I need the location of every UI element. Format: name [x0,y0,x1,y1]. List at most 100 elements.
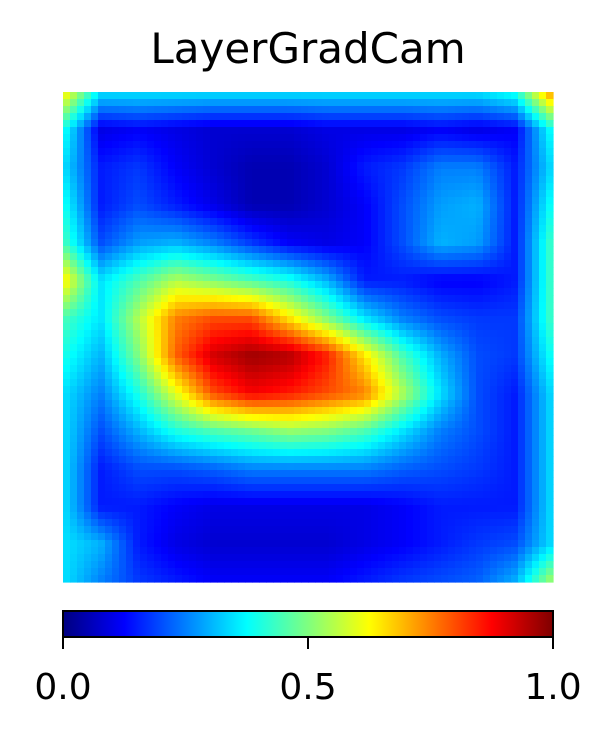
heatmap-cell [364,148,372,156]
heatmap-cell [224,330,232,338]
heatmap-cell [224,288,232,296]
heatmap-cell [98,498,106,506]
heatmap-cell [119,162,127,170]
heatmap-cell [441,365,449,373]
heatmap-cell [147,288,155,296]
heatmap-cell [546,386,554,394]
heatmap-cell [126,491,134,499]
heatmap-cell [420,337,428,345]
heatmap-cell [154,526,162,534]
heatmap-cell [196,197,204,205]
heatmap-cell [350,183,358,191]
heatmap-cell [371,540,379,548]
heatmap-cell [189,127,197,135]
heatmap-cell [343,225,351,233]
heatmap-cell [315,141,323,149]
heatmap-cell [336,498,344,506]
heatmap-cell [294,547,302,555]
heatmap-cell [434,148,442,156]
heatmap-cell [105,533,113,541]
heatmap-cell [371,155,379,163]
heatmap-cell [322,463,330,471]
heatmap-cell [343,533,351,541]
heatmap-cell [294,351,302,359]
heatmap-cell [175,323,183,331]
heatmap-cell [189,323,197,331]
heatmap-cell [259,400,267,408]
heatmap-cell [112,127,120,135]
heatmap-cell [315,106,323,114]
heatmap-cell [539,232,547,240]
heatmap-cell [343,176,351,184]
heatmap-cell [343,295,351,303]
heatmap-cell [84,134,92,142]
heatmap-cell [245,351,253,359]
heatmap-cell [238,134,246,142]
heatmap-cell [154,484,162,492]
heatmap-cell [476,533,484,541]
heatmap-cell [455,99,463,107]
heatmap-cell [126,309,134,317]
heatmap-cell [252,218,260,226]
heatmap-cell [476,309,484,317]
heatmap-cell [147,309,155,317]
heatmap-cell [280,414,288,422]
heatmap-cell [511,309,519,317]
heatmap-cell [546,491,554,499]
heatmap-cell [126,148,134,156]
heatmap-cell [77,106,85,114]
heatmap-cell [483,379,491,387]
heatmap-cell [203,253,211,261]
heatmap-cell [490,407,498,415]
heatmap-cell [441,533,449,541]
heatmap-cell [525,575,533,583]
heatmap-cell [308,330,316,338]
heatmap-cell [189,246,197,254]
heatmap-cell [224,393,232,401]
heatmap-cell [210,400,218,408]
heatmap-cell [504,295,512,303]
heatmap-cell [399,365,407,373]
heatmap-cell [140,183,148,191]
heatmap-cell [532,204,540,212]
heatmap-cell [329,407,337,415]
heatmap-cell [119,211,127,219]
heatmap-cell [168,316,176,324]
heatmap-cell [455,239,463,247]
heatmap-cell [392,484,400,492]
heatmap-cell [224,92,232,100]
heatmap-cell [154,568,162,576]
heatmap-cell [196,561,204,569]
heatmap-cell [483,561,491,569]
heatmap-cell [420,358,428,366]
heatmap-cell [546,484,554,492]
heatmap-cell [273,568,281,576]
heatmap-cell [217,127,225,135]
heatmap-cell [161,358,169,366]
heatmap-cell [112,442,120,450]
heatmap-cell [273,575,281,583]
heatmap-cell [105,106,113,114]
heatmap-cell [364,358,372,366]
heatmap-cell [238,232,246,240]
heatmap-cell [315,526,323,534]
heatmap-cell [168,113,176,121]
heatmap-cell [84,260,92,268]
heatmap-cell [126,141,134,149]
heatmap-cell [98,456,106,464]
heatmap-cell [301,344,309,352]
heatmap-cell [287,512,295,520]
heatmap-cell [329,386,337,394]
heatmap-cell [98,127,106,135]
heatmap-cell [294,260,302,268]
heatmap-cell [294,92,302,100]
heatmap-cell [385,540,393,548]
heatmap-cell [224,554,232,562]
heatmap-cell [329,498,337,506]
heatmap-cell [462,519,470,527]
heatmap-cell [175,281,183,289]
heatmap-cell [406,141,414,149]
heatmap-cell [483,253,491,261]
heatmap-cell [301,407,309,415]
heatmap-cell [385,379,393,387]
